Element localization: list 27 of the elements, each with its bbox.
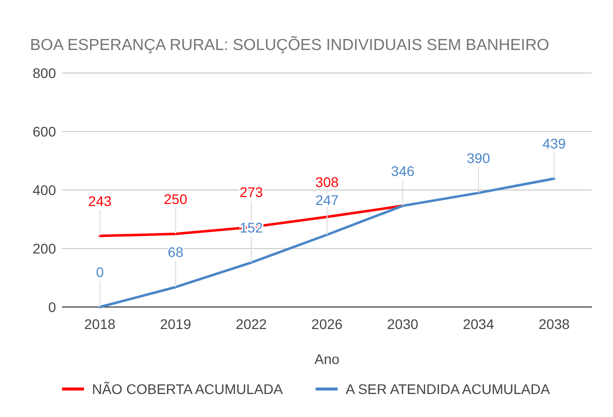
legend-label: A SER ATENDIDA ACUMULADA: [346, 381, 551, 397]
x-tick-label: 2022: [236, 316, 268, 332]
x-tick-label: 2018: [84, 316, 116, 332]
y-tick-label: 200: [32, 240, 56, 256]
y-tick-label: 0: [48, 299, 56, 315]
data-label: 346: [391, 162, 415, 179]
data-label: 390: [466, 150, 490, 166]
x-tick-label: 2026: [311, 316, 343, 332]
x-axis-title: Ano: [314, 351, 340, 367]
x-tick-label: 2038: [538, 316, 570, 332]
line-series: [98, 204, 404, 238]
data-label: 68: [168, 244, 184, 260]
data-label: 247: [315, 192, 339, 208]
data-label: 0: [96, 264, 104, 280]
data-label: 439: [542, 136, 566, 152]
x-tick-label: 2019: [160, 316, 192, 332]
y-tick-label: 400: [32, 182, 56, 198]
x-tick-label: 2034: [462, 316, 494, 332]
x-tick-label: 2030: [387, 316, 418, 332]
data-label: 243: [88, 192, 112, 209]
legend-label: NÃO COBERTA ACUMULADA: [92, 381, 284, 397]
data-label: 273: [240, 184, 264, 200]
data-label: 308: [315, 174, 339, 190]
data-label: 250: [164, 190, 188, 207]
y-tick-label: 800: [32, 65, 56, 81]
chart-title: BOA ESPERANÇA RURAL: SOLUÇÕES INDIVIDUAIS SEM BANHEIRO: [30, 35, 550, 54]
y-tick-label: 600: [32, 124, 56, 140]
